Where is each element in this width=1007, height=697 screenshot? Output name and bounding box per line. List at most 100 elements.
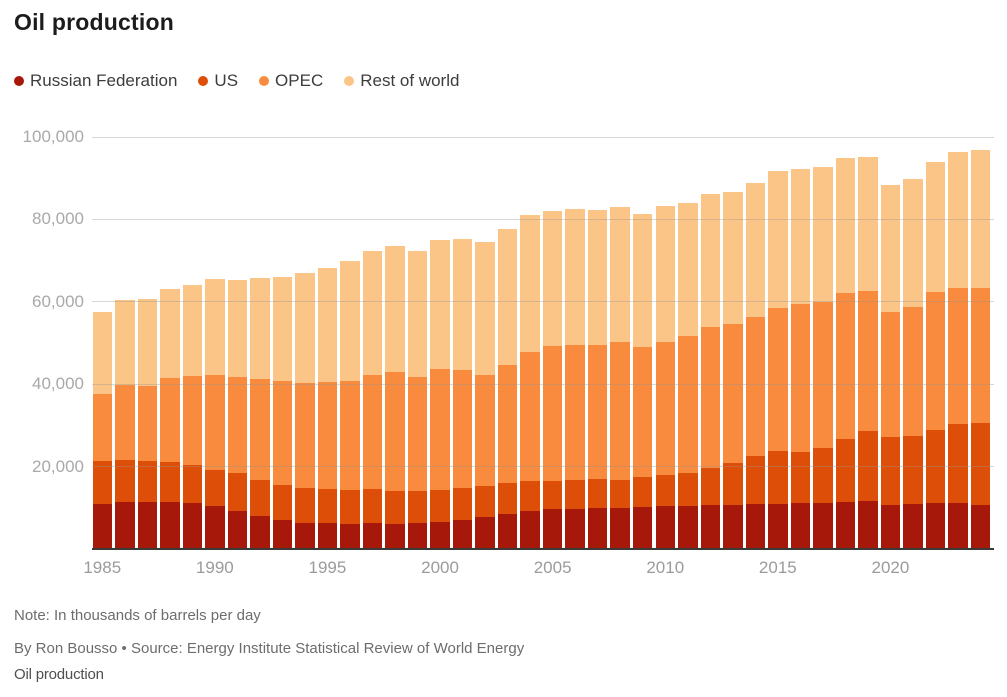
bar-1999[interactable] xyxy=(407,251,428,549)
bar-segment-opec xyxy=(948,288,968,424)
bar-1988[interactable] xyxy=(160,288,180,549)
bar-1986[interactable] xyxy=(115,299,135,549)
bar-segment-rest-of-world xyxy=(925,162,946,293)
bar-1994[interactable] xyxy=(295,272,315,549)
bar-2004[interactable] xyxy=(520,215,540,549)
bar-segment-russian-federation xyxy=(542,509,563,549)
bar-segment-opec xyxy=(205,374,225,470)
bar-segment-opec xyxy=(340,380,360,490)
bar-segment-opec xyxy=(745,317,766,456)
bar-segment-opec xyxy=(790,303,811,452)
bar-2017[interactable] xyxy=(813,167,833,549)
bar-2018[interactable] xyxy=(835,158,856,549)
bar-segment-us xyxy=(430,490,450,522)
bar-segment-us xyxy=(858,431,878,502)
legend: Russian Federation US OPEC Rest of world xyxy=(14,71,459,91)
bar-segment-opec xyxy=(723,324,743,464)
bar-segment-russian-federation xyxy=(317,523,338,549)
bar-segment-russian-federation xyxy=(970,504,991,549)
bar-1993[interactable] xyxy=(272,277,293,549)
bar-segment-us xyxy=(678,473,698,506)
bar-segment-opec xyxy=(227,377,248,474)
bar-segment-opec xyxy=(925,292,946,430)
bar-segment-rest-of-world xyxy=(587,209,608,346)
bar-2011[interactable] xyxy=(678,202,698,549)
bar-2022[interactable] xyxy=(925,162,946,549)
bar-2001[interactable] xyxy=(452,239,473,549)
bar-segment-rest-of-world xyxy=(858,156,878,292)
bar-1997[interactable] xyxy=(362,251,383,549)
bar-1996[interactable] xyxy=(340,260,360,549)
bar-segment-russian-federation xyxy=(948,503,968,549)
bar-1995[interactable] xyxy=(317,268,338,549)
bar-segment-opec xyxy=(632,347,653,478)
bar-2021[interactable] xyxy=(903,178,923,549)
bar-segment-us xyxy=(182,465,203,504)
bar-segment-russian-federation xyxy=(137,501,158,549)
bar-segment-us xyxy=(880,437,901,506)
bar-2002[interactable] xyxy=(475,242,495,549)
chart-caption: Oil production xyxy=(14,666,104,683)
bar-2000[interactable] xyxy=(430,240,450,549)
bar-segment-russian-federation xyxy=(520,510,540,549)
bar-segment-rest-of-world xyxy=(317,268,338,383)
bar-2016[interactable] xyxy=(790,169,811,549)
bar-segment-rest-of-world xyxy=(430,240,450,370)
bar-1985[interactable] xyxy=(92,312,112,549)
bar-2008[interactable] xyxy=(610,207,630,549)
bar-segment-rest-of-world xyxy=(227,280,248,378)
bar-segment-us xyxy=(452,488,473,520)
bar-segment-opec xyxy=(858,291,878,432)
bar-segment-rest-of-world xyxy=(205,279,225,375)
bar-segment-russian-federation xyxy=(227,510,248,549)
bar-2024[interactable] xyxy=(970,149,991,549)
bar-2010[interactable] xyxy=(655,205,675,549)
bar-segment-russian-federation xyxy=(745,504,766,549)
bar-segment-opec xyxy=(430,369,450,491)
bar-1991[interactable] xyxy=(227,280,248,549)
bar-segment-us xyxy=(137,460,158,502)
bar-segment-us xyxy=(632,477,653,508)
bar-2020[interactable] xyxy=(880,184,901,549)
bar-segment-russian-federation xyxy=(723,504,743,549)
bar-segment-opec xyxy=(385,371,405,491)
bar-2012[interactable] xyxy=(700,193,721,549)
bar-1989[interactable] xyxy=(182,285,203,549)
bar-segment-opec xyxy=(272,381,293,485)
bar-segment-us xyxy=(520,480,540,511)
bar-segment-rest-of-world xyxy=(250,278,270,380)
bar-segment-russian-federation xyxy=(880,505,901,549)
bar-segment-opec xyxy=(970,288,991,423)
bar-segment-russian-federation xyxy=(205,506,225,549)
bar-segment-russian-federation xyxy=(250,516,270,549)
bar-1987[interactable] xyxy=(137,298,158,549)
bar-2023[interactable] xyxy=(948,152,968,549)
bar-segment-opec xyxy=(160,377,180,462)
bar-2005[interactable] xyxy=(542,210,563,549)
x-tick-label-1990: 1990 xyxy=(195,558,234,577)
bar-segment-rest-of-world xyxy=(700,193,721,327)
bar-2006[interactable] xyxy=(565,208,585,549)
bar-2014[interactable] xyxy=(745,183,766,549)
bar-segment-rest-of-world xyxy=(723,192,743,325)
bar-segment-rest-of-world xyxy=(790,169,811,304)
bar-segment-us xyxy=(497,483,518,514)
bar-segment-rest-of-world xyxy=(610,207,630,343)
x-tick-label-1985: 1985 xyxy=(83,558,122,577)
bar-1992[interactable] xyxy=(250,278,270,549)
bar-2003[interactable] xyxy=(497,229,518,549)
bar-segment-opec xyxy=(317,382,338,489)
bar-segment-russian-federation xyxy=(632,507,653,549)
bar-2013[interactable] xyxy=(723,192,743,549)
bar-segment-russian-federation xyxy=(497,513,518,549)
bar-2007[interactable] xyxy=(587,209,608,549)
bar-1998[interactable] xyxy=(385,246,405,549)
bar-1990[interactable] xyxy=(205,279,225,549)
bar-2015[interactable] xyxy=(768,171,788,549)
bar-segment-us xyxy=(385,490,405,524)
bar-2009[interactable] xyxy=(632,214,653,549)
bar-2019[interactable] xyxy=(858,156,878,549)
bar-segment-rest-of-world xyxy=(340,260,360,381)
bar-segment-rest-of-world xyxy=(295,272,315,384)
